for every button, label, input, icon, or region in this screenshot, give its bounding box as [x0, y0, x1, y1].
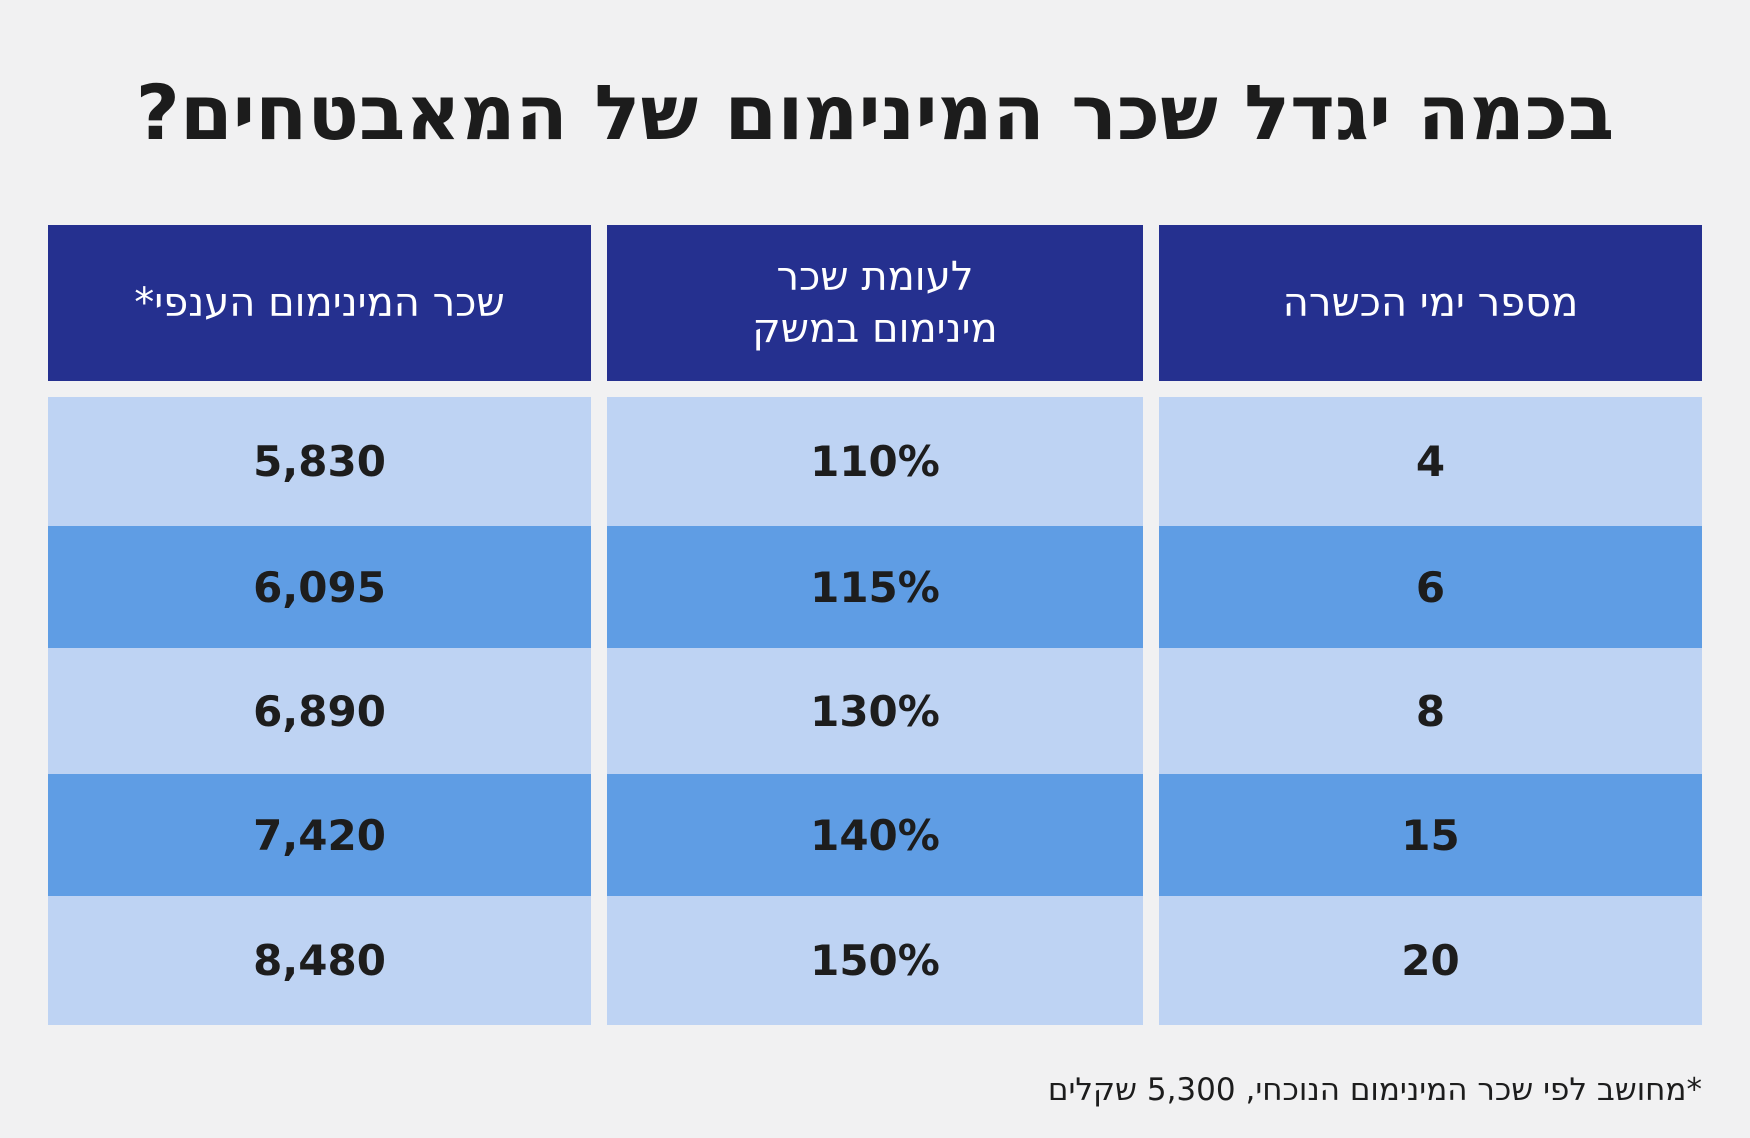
table-cell-training-days: 4: [1159, 397, 1702, 526]
table-cell-training-days: 15: [1159, 774, 1702, 896]
column-header-training-days: מספר ימי הכשרה: [1159, 225, 1702, 381]
table-cell-wage: 5,830: [48, 397, 591, 526]
table-cell-training-days: 8: [1159, 648, 1702, 774]
table-cell-training-days: 20: [1159, 896, 1702, 1025]
column-header-percent-of-minimum: לעומת שכר מינימום במשק: [607, 225, 1143, 381]
table-cell-percent: 150%: [607, 896, 1143, 1025]
table-cell-training-days: 6: [1159, 526, 1702, 648]
header-line: מינימום במשק: [752, 306, 998, 352]
column-header-sector-minimum-wage: שכר המינימום הענפי*: [48, 225, 591, 381]
header-line: מספר ימי הכשרה: [1282, 280, 1579, 326]
header-line: שכר המינימום הענפי*: [134, 280, 505, 326]
table-cell-percent: 115%: [607, 526, 1143, 648]
header-line: לעומת שכר: [776, 254, 974, 300]
table-cell-percent: 140%: [607, 774, 1143, 896]
table-cell-wage: 6,095: [48, 526, 591, 648]
table-cell-wage: 7,420: [48, 774, 591, 896]
table-cell-wage: 6,890: [48, 648, 591, 774]
table-cell-percent: 130%: [607, 648, 1143, 774]
page-title: בכמה יגדל שכר המינימום של המאבטחים?: [135, 68, 1615, 157]
footnote: *מחושב לפי שכר המינימום הנוכחי, 5,300 שק…: [1047, 1072, 1702, 1108]
data-table: מספר ימי הכשרה לעומת שכר מינימום במשק שכ…: [48, 225, 1702, 1045]
table-cell-wage: 8,480: [48, 896, 591, 1025]
table-cell-percent: 110%: [607, 397, 1143, 526]
